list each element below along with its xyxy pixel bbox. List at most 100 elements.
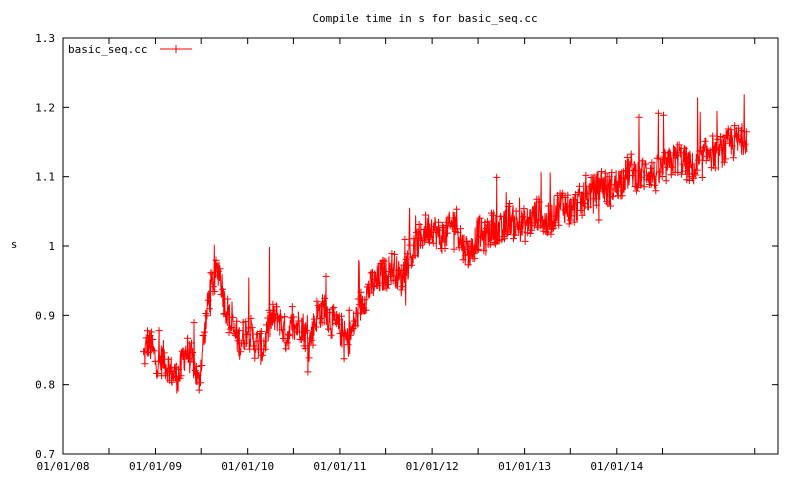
series-point [288,303,296,311]
series-point [402,255,410,263]
series-point [618,192,626,200]
series-point [263,321,270,329]
series-point [578,211,586,219]
series-point [379,256,387,264]
series-point [331,311,339,319]
series-point [188,339,195,347]
series-point [226,325,234,333]
series-point [563,202,570,210]
series-point [290,313,298,321]
series-point [251,354,259,362]
series-point [463,238,471,245]
series-point [341,329,349,337]
x-tick-label: 01/01/12 [406,460,459,473]
series-point [576,182,583,190]
series-point [503,230,511,238]
series-point [358,300,366,308]
series-point [285,330,292,338]
series-point [436,226,444,234]
series-point [489,211,497,219]
series-point [327,331,335,339]
series-point [551,219,559,227]
series-point [445,214,453,222]
series-point [449,223,457,231]
series-point [674,169,682,176]
series-point [568,212,576,220]
series-point [473,246,481,254]
y-tick-label: 1.2 [35,101,55,114]
series-point [534,223,542,231]
series-point [312,323,320,331]
series-point [279,335,287,342]
x-axis-ticks: 01/01/08 01/01/09 01/01/10 01/01/11 01/01/12… [37,38,756,473]
series-point [401,235,409,243]
series-point [693,166,701,174]
series-point [230,330,238,338]
series-point [598,168,605,176]
series-point [203,312,211,320]
series-point [216,265,224,273]
series-point [304,368,312,376]
series-point [692,171,700,179]
series-point [429,239,437,247]
series-point [334,316,342,324]
series-point [629,172,636,180]
series-point [140,348,148,356]
y-axis-label: s [11,238,18,251]
series-point [537,216,545,224]
series-point [335,320,343,328]
series-point [520,205,528,213]
series-point [252,337,260,345]
series-point [246,345,254,353]
series-point [727,126,735,134]
series-point [521,237,529,245]
series-point [702,157,710,165]
series-point [168,378,176,386]
series-point [357,288,365,296]
x-tick-label: 01/01/14 [590,460,643,473]
series-point [482,225,490,233]
series-point [353,309,361,317]
series-point [548,225,556,233]
series-point [647,164,655,172]
series-point [419,237,427,244]
series-point [224,295,232,303]
series-point [687,160,695,168]
series-point [380,257,388,265]
series-point [435,218,442,226]
series-point [519,213,527,221]
x-tick-label: 01/01/09 [129,460,182,473]
series-point [479,233,486,241]
legend-marker [172,45,180,53]
series-point [645,181,653,188]
series-point [581,200,589,208]
series-point [454,229,462,236]
series-point [490,239,498,246]
series-point [194,371,202,379]
series-point [365,280,373,288]
series-point [269,300,277,308]
series-point [582,171,590,179]
series-point [393,272,401,280]
series-point [369,268,376,276]
series-point [314,301,322,309]
series-point [200,328,208,336]
series-point [493,173,501,181]
series-point [243,331,251,339]
series-point [530,222,538,230]
series-point [255,345,263,353]
series-point [722,155,730,163]
series-point [560,206,568,214]
series-point [295,317,303,325]
series-point [328,305,336,313]
series-point [506,200,514,207]
series-point [613,187,621,195]
series-point [270,307,278,315]
series-point [228,324,235,331]
series-point [632,187,640,195]
series-point [316,303,323,311]
series-point [601,169,609,177]
series-point [292,321,300,329]
series-point [594,187,602,195]
x-tick-label: 01/01/08 [37,460,90,473]
